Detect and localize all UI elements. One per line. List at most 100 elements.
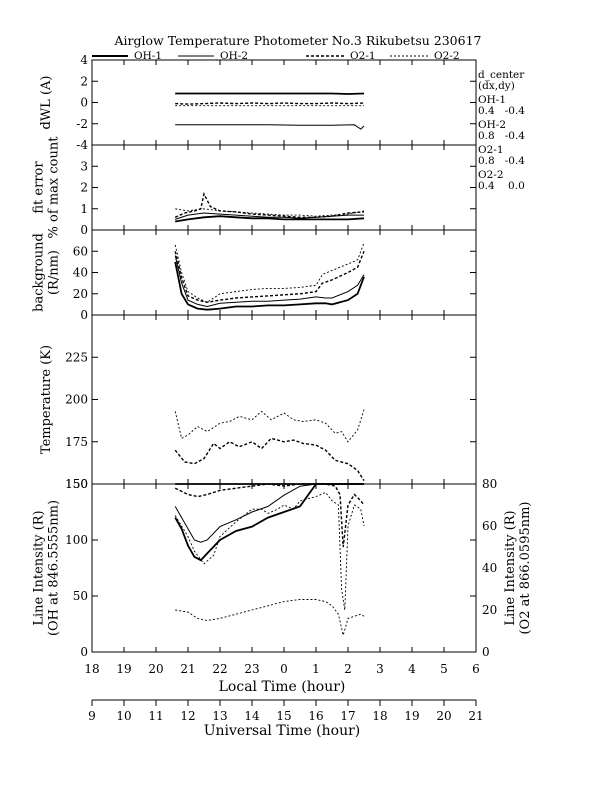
- y-axis-label-int: (OH at 846.5555nm): [47, 500, 62, 636]
- d-center-value-o22: 0.4 0.0: [478, 180, 525, 192]
- series-temp-o2-1-0: [174, 437, 365, 481]
- x-ut-tick-label: 21: [468, 709, 483, 723]
- y-axis-label-dwl: dWL (A): [39, 76, 54, 130]
- x-local-tick-label: 3: [376, 662, 384, 676]
- y-axis-label-fit: % of max count: [47, 136, 62, 239]
- x-local-tick-label: 2: [344, 662, 352, 676]
- legend: OH-1 OH-2 O2-1 O2-2: [92, 50, 460, 62]
- y-tick-label-temp: 150: [65, 477, 88, 491]
- x-ut-tick-label: 11: [148, 709, 163, 723]
- legend-label-oh2: OH-2: [220, 50, 248, 62]
- y2-tick-label: 20: [482, 603, 497, 617]
- d-center-value-oh1: 0.4 -0.4: [478, 105, 525, 117]
- series-dwl-oh-2-1: [175, 124, 365, 130]
- y2-tick-label: 80: [482, 477, 497, 491]
- y-tick-label-dwl: 0: [80, 96, 88, 110]
- d-center-annotation: d_center (dx,dy) OH-1 0.4 -0.4 OH-2 0.8 …: [478, 69, 525, 192]
- y-axis-label-int: Line Intensity (R): [32, 510, 47, 625]
- series-fit-o2-1-2: [174, 191, 365, 219]
- chart-title: Airglow Temperature Photometer No.3 Riku…: [114, 33, 482, 48]
- x-ut-tick-label: 10: [116, 709, 131, 723]
- y-tick-label-fit: 0: [80, 223, 88, 237]
- x-ut-tick-label: 19: [404, 709, 419, 723]
- series-bg-oh-1-0: [174, 261, 365, 311]
- x-ut-tick-label: 12: [180, 709, 195, 723]
- x-ut-tick-label: 16: [308, 709, 323, 723]
- y-tick-label-dwl: 4: [80, 53, 88, 67]
- x-local-tick-label: 19: [116, 662, 131, 676]
- legend-label-o22: O2-2: [434, 50, 460, 62]
- series-bg-o2-2-3: [174, 242, 365, 303]
- x-ut-tick-label: 18: [372, 709, 387, 723]
- y-axis-label-temp: Temperature (K): [39, 345, 54, 454]
- series-fit-o2-2-3: [175, 208, 365, 217]
- series-bg-o2-1-2: [174, 251, 365, 304]
- d-center-value-o21: 0.8 -0.4: [478, 155, 525, 167]
- x-local-tick-label: 18: [84, 662, 99, 676]
- x-ut-tick-label: 13: [212, 709, 227, 723]
- y-tick-label-fit: 3: [80, 159, 88, 173]
- x-local-tick-label: 4: [408, 662, 416, 676]
- legend-label-o21: O2-1: [350, 50, 376, 62]
- y2-axis-label: Line Intensity (R): [503, 510, 518, 625]
- y-tick-label-int: 100: [65, 533, 88, 547]
- x-ut-tick-label: 17: [340, 709, 355, 723]
- x-axis-local-label: Local Time (hour): [219, 679, 346, 695]
- y-axis-label-bg: background: [32, 233, 47, 312]
- y-tick-label-dwl: 2: [80, 74, 88, 88]
- panel-frame-temp: [91, 314, 477, 485]
- x-local-tick-label: 20: [148, 662, 163, 676]
- series-fit-oh-2-1: [175, 212, 364, 220]
- y-tick-label-fit: 1: [80, 202, 88, 216]
- x-ut-tick-label: 20: [436, 709, 451, 723]
- x-ut-tick-label: 15: [276, 709, 291, 723]
- y-axis-label-bg: (R/nm): [47, 250, 62, 295]
- y2-tick-label: 60: [482, 519, 497, 533]
- x-local-tick-label: 21: [180, 662, 195, 676]
- x-axis-ut: 9 10 11 12 13 14 15 16 17 18 19 20 21: [88, 699, 484, 723]
- y2-axis-label: (O2 at 866.0595nm): [518, 501, 533, 634]
- x-local-tick-label: 1: [312, 662, 320, 676]
- series-int-o2-2-5: [175, 599, 365, 636]
- series-int-oh-2-1: [174, 483, 364, 543]
- y2-tick-label: 40: [482, 561, 497, 575]
- y-tick-label-temp: 175: [65, 435, 88, 449]
- series-int-o2-2-4: [174, 491, 365, 611]
- y-tick-label-bg: 40: [73, 266, 88, 280]
- panel-frame-bg: [91, 229, 477, 316]
- panel-dwl: 4 2 0 -2 -4 dWL (A): [39, 53, 477, 152]
- d-center-name-oh2: OH-2: [478, 119, 506, 131]
- series-dwl-o2-1-2: [175, 102, 365, 105]
- y-tick-label-int: 150: [65, 477, 88, 491]
- series-bg-oh-2-1: [174, 255, 365, 308]
- x-axis-local: 18 19 20 21 22 23 0 1 2 3 4 5 6: [84, 662, 479, 676]
- y-tick-label-temp: 225: [65, 350, 88, 364]
- x-axis-ut-label: Universal Time (hour): [204, 723, 361, 739]
- x-ut-tick-label: 14: [244, 709, 260, 723]
- y-tick-label-dwl: -2: [76, 117, 88, 131]
- x-ut-tick-label: 9: [88, 709, 96, 723]
- series-fit-oh-1-0: [175, 215, 365, 223]
- series-temp-o2-2-1: [174, 409, 365, 443]
- y-tick-label-temp: 200: [65, 393, 88, 407]
- d-center-name-o22: O2-2: [478, 169, 504, 181]
- series-dwl-oh-1-0: [175, 92, 365, 95]
- y-axis-label-fit: fit error: [32, 161, 47, 214]
- x-local-tick-label: 23: [244, 662, 259, 676]
- panel-frame-int: [91, 483, 477, 653]
- y-tick-label-bg: 20: [73, 287, 88, 301]
- panel-temp: 225 200 175 150 Temperature (K): [39, 314, 477, 491]
- d-center-subtitle: (dx,dy): [478, 80, 515, 92]
- d-center-title: d_center: [478, 69, 525, 81]
- y-tick-label-bg: 60: [73, 244, 88, 258]
- y-tick-label-int: 0: [80, 645, 88, 659]
- y-tick-label-int: 50: [73, 589, 88, 603]
- panel-bg: 60 40 20 0 background (R/nm): [32, 229, 477, 322]
- series-int-o2-1-3: [174, 483, 365, 548]
- x-local-tick-label: 0: [280, 662, 288, 676]
- d-center-value-oh2: 0.8 -0.4: [478, 130, 525, 142]
- y-tick-label-bg: 0: [80, 308, 88, 322]
